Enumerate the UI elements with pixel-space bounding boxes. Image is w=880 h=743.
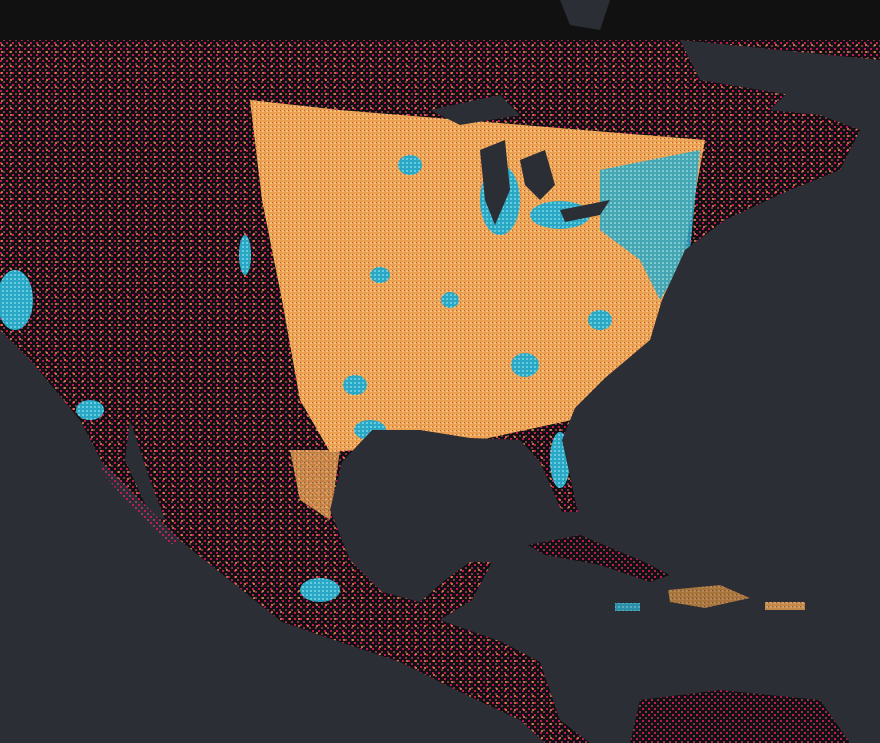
islands (100, 460, 850, 743)
urban (600, 150, 700, 300)
island-density (668, 585, 750, 608)
urban (511, 353, 539, 377)
bay (680, 40, 880, 95)
lake (560, 0, 610, 30)
lakes (125, 0, 880, 520)
urban (343, 375, 367, 395)
lake (480, 140, 510, 225)
urban (588, 310, 612, 330)
island (615, 603, 640, 611)
urban (441, 292, 459, 308)
land-density (630, 690, 850, 743)
island (765, 602, 805, 610)
urban (398, 155, 422, 175)
gulf (125, 420, 165, 520)
urban (239, 235, 251, 275)
lake (520, 150, 555, 200)
peninsula (100, 460, 180, 545)
lake (430, 95, 520, 125)
urban (76, 400, 104, 420)
high-density (290, 450, 340, 520)
high-density (250, 100, 705, 452)
urban (0, 270, 33, 330)
urban (370, 267, 390, 283)
island-density (528, 535, 670, 582)
lake (560, 200, 610, 222)
urban (300, 578, 340, 602)
